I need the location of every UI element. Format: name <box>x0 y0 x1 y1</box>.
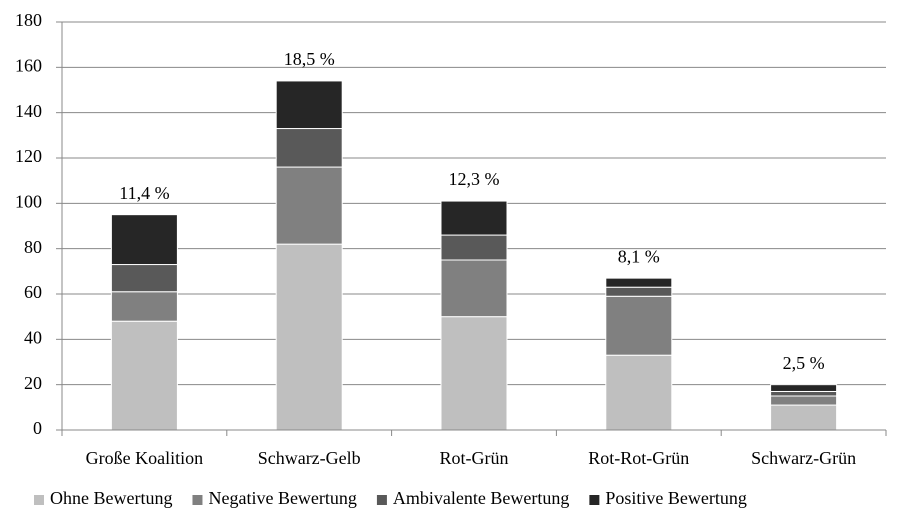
legend-swatch <box>192 495 203 505</box>
y-tick-label: 140 <box>15 101 42 121</box>
bar-segment <box>770 384 838 392</box>
x-tick-label: Schwarz-Gelb <box>258 448 361 468</box>
legend-swatch <box>34 495 44 505</box>
y-tick-label: 160 <box>15 55 42 75</box>
bar-segment <box>770 404 838 431</box>
legend-label: Ambivalente Bewertung <box>393 488 569 508</box>
legend-swatch <box>589 495 600 505</box>
legend-label: Positive Bewertung <box>605 488 747 508</box>
y-tick-label: 100 <box>15 191 42 211</box>
y-tick-label: 80 <box>24 237 42 257</box>
bar-segment <box>440 316 508 431</box>
bar-annotation: 2,5 % <box>783 353 825 373</box>
bar-segment <box>110 320 178 431</box>
bar-segment <box>440 200 508 236</box>
bar-segment <box>770 390 838 397</box>
bar-segment <box>440 259 508 318</box>
y-tick-label: 40 <box>24 327 42 347</box>
x-tick-label: Große Koalition <box>86 448 203 468</box>
x-tick-label: Rot-Rot-Grün <box>588 448 689 468</box>
y-tick-label: 180 <box>15 10 42 30</box>
bar-segment <box>110 214 178 266</box>
legend-swatch <box>376 495 387 505</box>
bar-segment <box>275 243 343 431</box>
bar-segment <box>110 264 178 293</box>
bar-segment <box>770 395 838 406</box>
bar-segment <box>110 291 178 322</box>
y-tick-label: 60 <box>24 282 42 302</box>
y-tick-label: 0 <box>33 418 42 438</box>
x-tick-label: Rot-Grün <box>440 448 509 468</box>
bar-segment <box>605 286 673 297</box>
y-tick-label: 20 <box>24 373 42 393</box>
bar-annotation: 11,4 % <box>119 183 169 203</box>
bar-annotation: 12,3 % <box>449 169 500 189</box>
bar-segment <box>275 80 343 130</box>
bar-segment <box>275 128 343 168</box>
x-tick-label: Schwarz-Grün <box>751 448 856 468</box>
bar-segment <box>275 166 343 245</box>
bar-segment <box>440 234 508 261</box>
bar-annotation: 8,1 % <box>618 246 660 266</box>
y-tick-label: 120 <box>15 146 42 166</box>
bar-annotation: 18,5 % <box>284 49 335 69</box>
legend-label: Ohne Bewertung <box>50 488 172 508</box>
bar-segment <box>605 277 673 288</box>
bar-segment <box>605 295 673 356</box>
legend-label: Negative Bewertung <box>208 488 356 508</box>
bar-segment <box>605 354 673 431</box>
